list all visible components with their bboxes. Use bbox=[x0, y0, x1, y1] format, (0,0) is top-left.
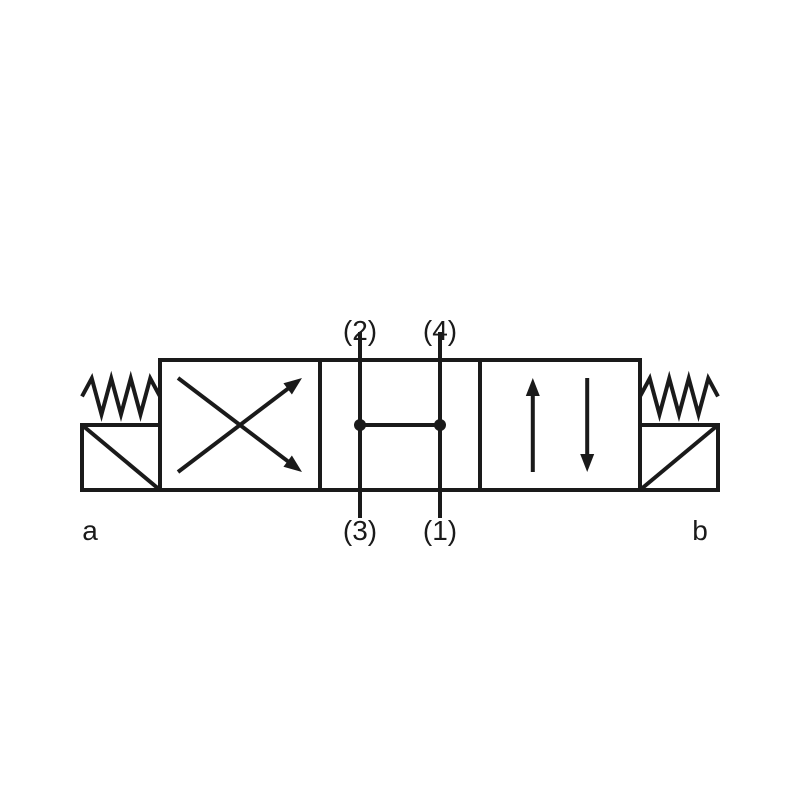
valve-schematic: (2) (4) (3) (1) a b bbox=[0, 0, 800, 800]
side-label-b: b bbox=[692, 515, 708, 546]
port-label-2: (2) bbox=[343, 315, 377, 346]
port-label-4: (4) bbox=[423, 315, 457, 346]
port-label-3: (3) bbox=[343, 515, 377, 546]
side-label-a: a bbox=[82, 515, 98, 546]
port-label-1: (1) bbox=[423, 515, 457, 546]
